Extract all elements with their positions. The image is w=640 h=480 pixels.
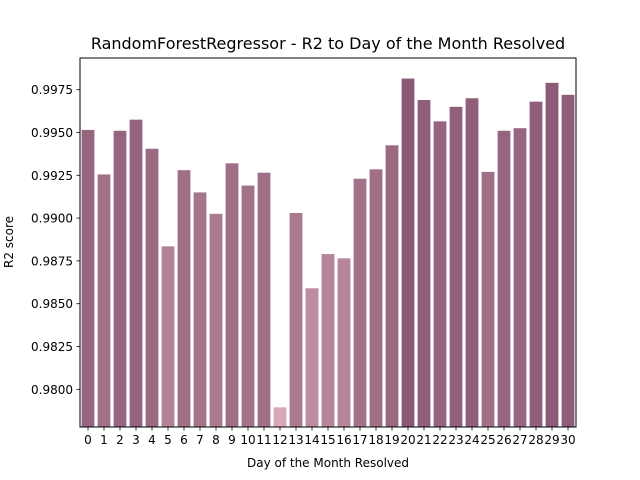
y-tick-label: 0.9900 [31,212,73,226]
bar-day-21 [417,99,431,427]
bar-day-23 [449,106,463,428]
x-tick-label: 27 [512,433,527,447]
x-axis-ticks: 0 1 2 3 4 5 6 7 8 9 10 11 12 13 14 15 16 17 18 19 20 21 22 23 24… [84,427,576,447]
y-tick-label: 0.9825 [31,340,73,354]
y-axis-ticks: 0.9800 0.9825 0.9850 0.9875 0.9900 0.9925 0.99… [31,83,80,397]
x-tick-label: 8 [212,433,220,447]
x-tick-label: 18 [368,433,383,447]
bar-day-6 [177,170,191,427]
x-tick-label: 24 [464,433,479,447]
bar-day-29 [545,82,559,427]
bar-day-26 [497,130,511,427]
bar-day-5 [161,246,175,427]
bar-day-27 [513,128,527,427]
bar-day-22 [433,121,447,427]
bar-day-10 [241,185,255,427]
x-tick-label: 0 [84,433,92,447]
x-tick-label: 30 [560,433,575,447]
x-tick-label: 21 [416,433,431,447]
x-tick-label: 22 [432,433,447,447]
bar-day-28 [529,101,543,427]
bar-day-13 [289,212,303,427]
x-tick-label: 14 [304,433,319,447]
bar-day-17 [353,178,367,427]
x-tick-label: 6 [180,433,188,447]
bar-day-14 [305,288,319,427]
x-tick-label: 13 [288,433,303,447]
y-tick-label: 0.9975 [31,83,73,97]
bar-day-25 [481,171,495,427]
x-tick-label: 1 [100,433,108,447]
chart-title: RandomForestRegressor - R2 to Day of the… [91,34,565,53]
bar-day-2 [113,130,127,427]
bar-day-1 [97,174,111,427]
x-tick-label: 20 [400,433,415,447]
bar-day-9 [225,163,239,427]
bar-day-3 [129,119,143,427]
x-tick-label: 10 [240,433,255,447]
bar-day-20 [401,78,415,428]
x-tick-label: 26 [496,433,511,447]
bar-day-15 [321,254,335,427]
y-tick-label: 0.9950 [31,126,73,140]
bar-day-30 [561,94,575,427]
x-tick-label: 3 [132,433,140,447]
bar-day-4 [145,148,159,427]
bars-group [81,78,575,428]
y-tick-label: 0.9875 [31,254,73,268]
bar-day-12 [273,407,287,427]
x-tick-label: 4 [148,433,156,447]
x-tick-label: 19 [384,433,399,447]
bar-day-18 [369,169,383,428]
x-axis-label: Day of the Month Resolved [247,456,409,470]
x-tick-label: 23 [448,433,463,447]
x-tick-label: 12 [272,433,287,447]
x-tick-label: 15 [320,433,335,447]
x-tick-label: 9 [228,433,236,447]
y-axis-label: R2 score [2,216,16,268]
y-tick-label: 0.9800 [31,383,73,397]
bar-day-8 [209,213,223,427]
y-tick-label: 0.9925 [31,169,73,183]
bar-day-24 [465,98,479,428]
x-tick-label: 2 [116,433,124,447]
x-tick-label: 28 [528,433,543,447]
x-tick-label: 5 [164,433,172,447]
y-tick-label: 0.9850 [31,297,73,311]
bar-day-7 [193,192,207,427]
x-tick-label: 7 [196,433,204,447]
x-tick-label: 29 [544,433,559,447]
bar-day-11 [257,172,271,427]
x-tick-label: 17 [352,433,367,447]
x-tick-label: 25 [480,433,495,447]
x-tick-label: 11 [256,433,271,447]
bar-day-16 [337,258,351,427]
bar-day-19 [385,145,399,427]
bar-day-0 [81,129,95,428]
x-tick-label: 16 [336,433,351,447]
